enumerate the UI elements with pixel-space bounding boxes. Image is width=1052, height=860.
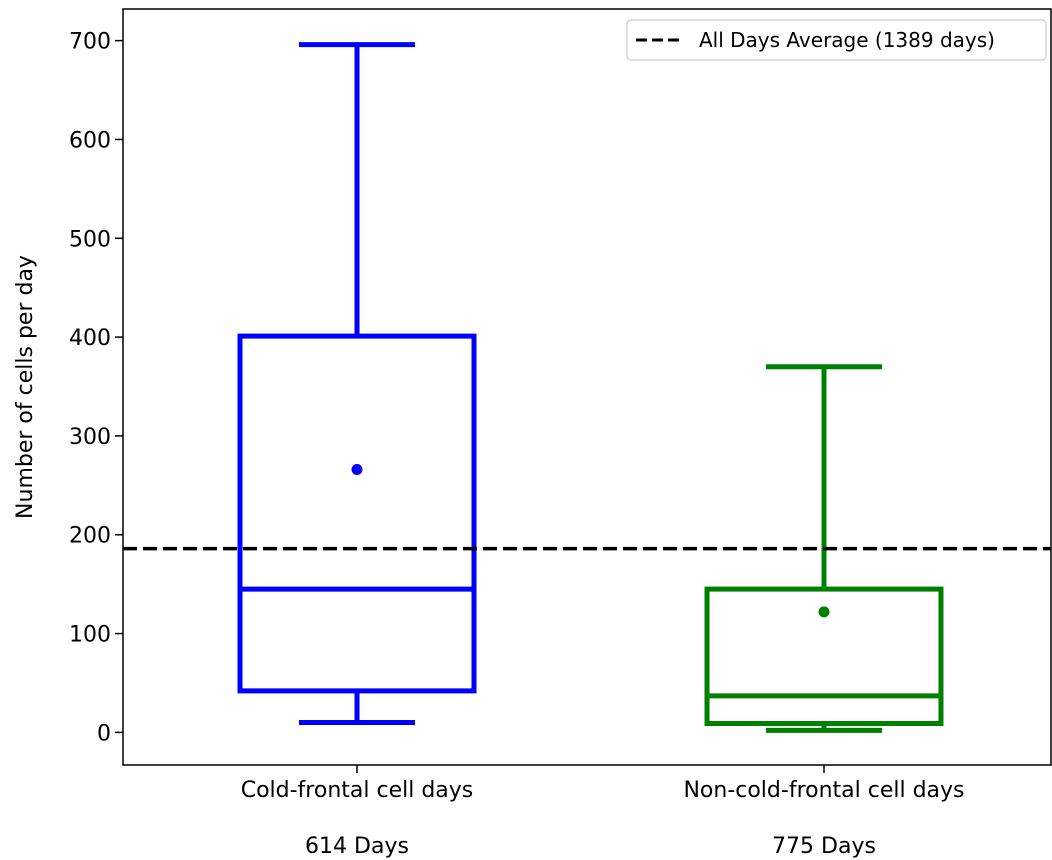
legend-box <box>626 19 1047 61</box>
plot-area-frame <box>122 8 1052 766</box>
y-tick-label: 500 <box>69 227 111 252</box>
x-count-label: 775 Days <box>772 834 876 859</box>
box-2 <box>704 364 944 733</box>
interquartile-box <box>704 586 944 726</box>
y-axis-label: Number of cells per day <box>13 255 38 519</box>
interquartile-box <box>237 333 477 694</box>
y-tick-label: 200 <box>69 524 111 549</box>
x-count-label: 614 Days <box>305 834 409 859</box>
mean-marker <box>818 606 830 618</box>
plot-marks <box>123 42 1051 733</box>
mean-marker <box>351 464 363 476</box>
y-tick-label: 400 <box>69 326 111 351</box>
y-tick-label: 0 <box>97 721 111 746</box>
legend: All Days Average (1389 days) <box>626 19 1047 61</box>
x-axis: Cold-frontal cell days 614 Days Non-cold-f… <box>241 765 965 859</box>
x-category-label: Cold-frontal cell days <box>241 778 474 803</box>
y-axis: 0 100 200 300 400 500 600 700 <box>69 30 123 746</box>
x-category-label: Non-cold-frontal cell days <box>683 778 964 803</box>
y-tick-label: 700 <box>69 30 111 55</box>
y-tick-label: 300 <box>69 425 111 450</box>
y-tick-label: 100 <box>69 623 111 648</box>
legend-label: All Days Average (1389 days) <box>699 28 995 52</box>
box-1 <box>237 42 477 726</box>
y-tick-label: 600 <box>69 128 111 153</box>
